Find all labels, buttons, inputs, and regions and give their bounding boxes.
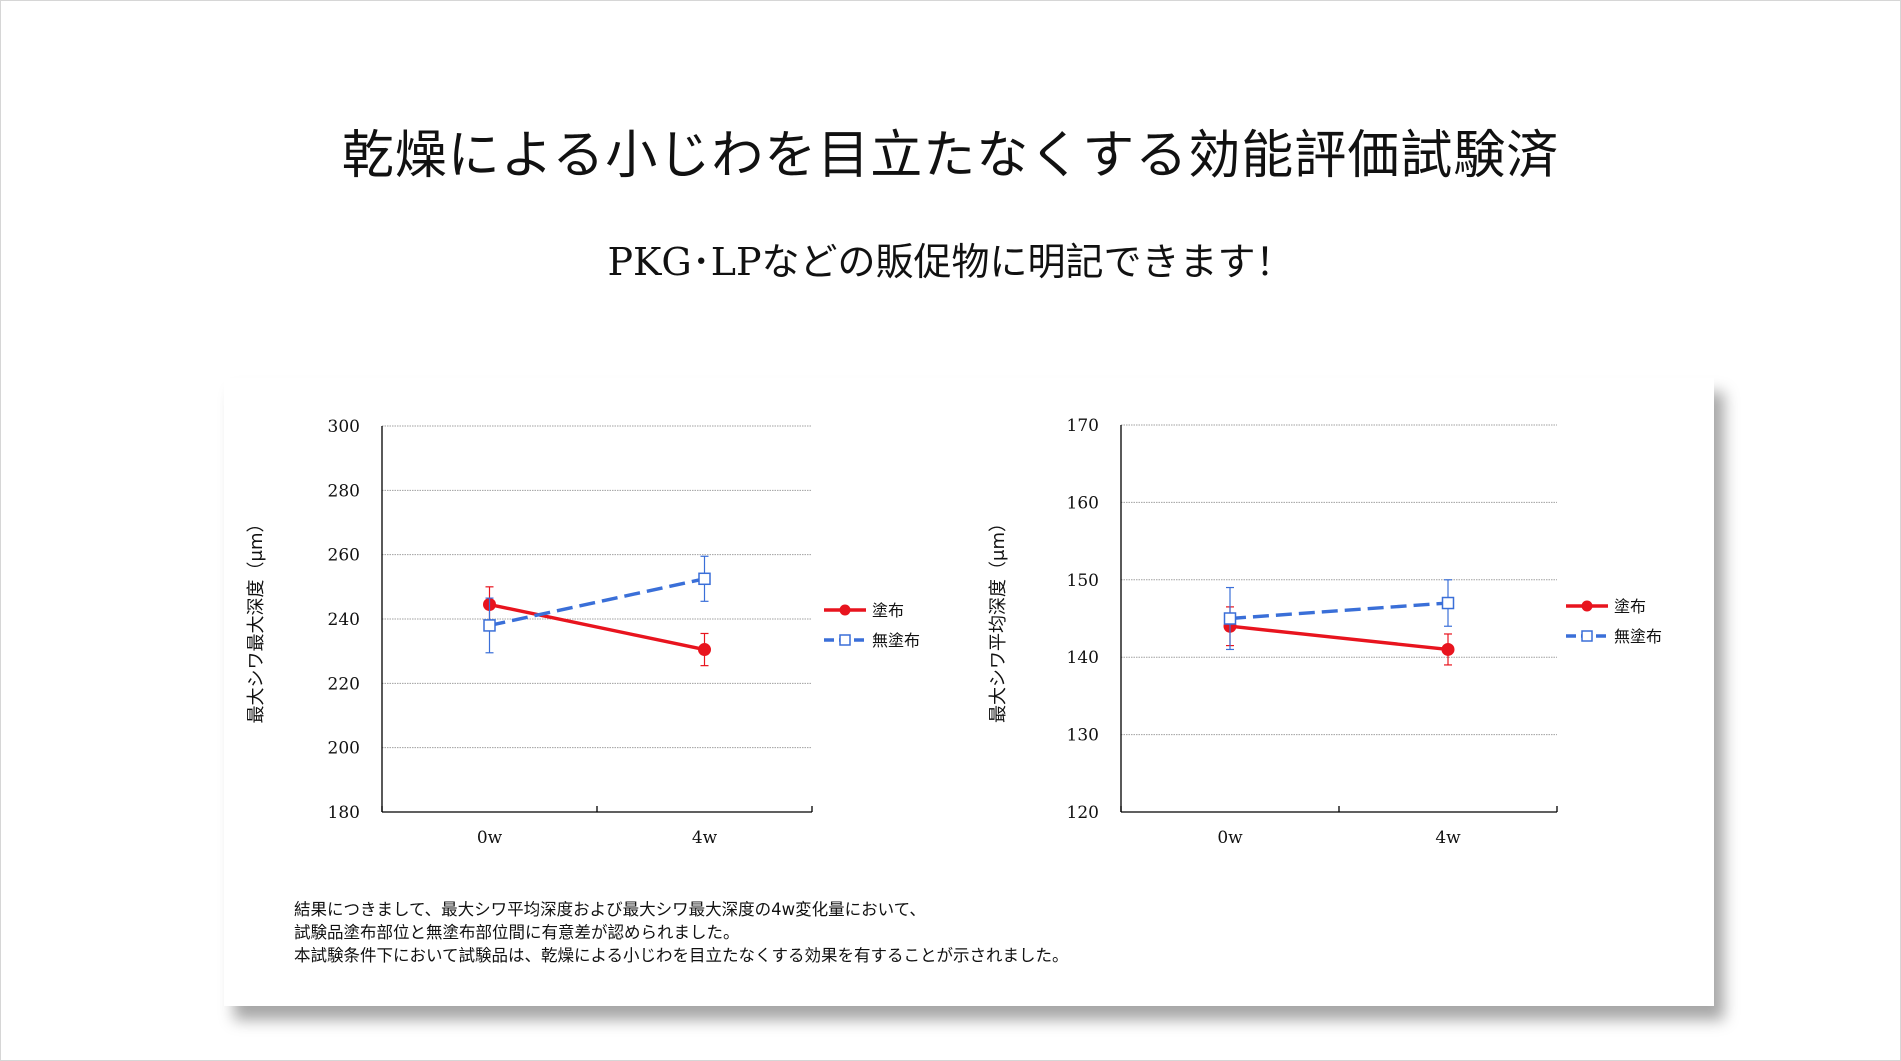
- y-tick-label: 150: [1067, 571, 1099, 591]
- result-note: 結果につきまして、最大シワ平均深度および最大シワ最大深度の4w変化量において、 …: [294, 898, 1069, 967]
- y-tick-label: 140: [1067, 648, 1099, 668]
- legend-label: 塗布: [872, 601, 904, 620]
- series-line-coated: [1229, 624, 1449, 652]
- data-point: [1441, 596, 1455, 610]
- page-title: 乾燥による小じわを目立たなくする効能評価試験済: [341, 126, 1560, 186]
- x-tick-label: 0w: [1217, 828, 1243, 848]
- y-axis-label: 最大シワ平均深度（μm）: [988, 514, 1009, 723]
- charts-svg: 180 200 220 240 260 280 300 0w 4w 最大シワ最大深度（μm） 塗布無…: [246, 416, 1662, 848]
- x-tick-label: 4w: [692, 828, 718, 848]
- note-line-2: 試験品塗布部位と無塗布部位間に有意差が認められました。: [294, 923, 740, 942]
- data-point: [698, 643, 711, 657]
- chart-card: 180 200 220 240 260 280 300 0w 4w 最大シワ最大深度（μm） 塗布無…: [224, 378, 1714, 1006]
- y-axis-label: 最大シワ最大深度（μm）: [246, 515, 267, 724]
- note-line-1: 結果につきまして、最大シワ平均深度および最大シワ最大深度の4w変化量において、: [294, 900, 926, 919]
- data-point: [1441, 642, 1455, 656]
- data-point: [483, 619, 496, 632]
- data-point: [698, 572, 711, 586]
- legend-label: 塗布: [1614, 597, 1646, 616]
- y-tick-label: 120: [1067, 803, 1099, 823]
- y-tick-label: 200: [328, 739, 360, 759]
- legend-label: 無塗布: [872, 631, 920, 650]
- y-tick-label: 280: [328, 481, 360, 501]
- y-tick-label: 240: [328, 610, 360, 630]
- y-tick-label: 160: [1067, 493, 1099, 513]
- series-line-uncoated: [489, 577, 705, 628]
- legend-marker: [1581, 630, 1593, 642]
- data-point: [1223, 612, 1237, 625]
- y-tick-label: 180: [328, 803, 360, 823]
- page-subtitle: PKG･LPなどの販促物に明記できます！: [607, 240, 1294, 284]
- note-line-3: 本試験条件下において試験品は、乾燥による小じわを目立たなくする効果を有することが…: [294, 946, 1069, 965]
- y-tick-label: 130: [1067, 726, 1099, 746]
- x-tick-label: 0w: [477, 828, 503, 848]
- legend-marker: [839, 604, 851, 616]
- series-line-coated: [489, 602, 705, 652]
- series-line-uncoated: [1229, 601, 1449, 621]
- y-tick-label: 220: [328, 674, 360, 694]
- y-tick-label: 170: [1067, 416, 1099, 436]
- chart-1: 180 200 220 240 260 280 300 0w 4w 最大シワ最大深度（μm） 塗布無…: [246, 417, 920, 848]
- x-tick-label: 4w: [1435, 828, 1461, 848]
- y-tick-label: 300: [328, 417, 360, 437]
- legend-marker: [839, 634, 851, 646]
- y-tick-label: 260: [328, 546, 360, 566]
- legend-label: 無塗布: [1614, 627, 1662, 646]
- legend-marker: [1581, 600, 1593, 612]
